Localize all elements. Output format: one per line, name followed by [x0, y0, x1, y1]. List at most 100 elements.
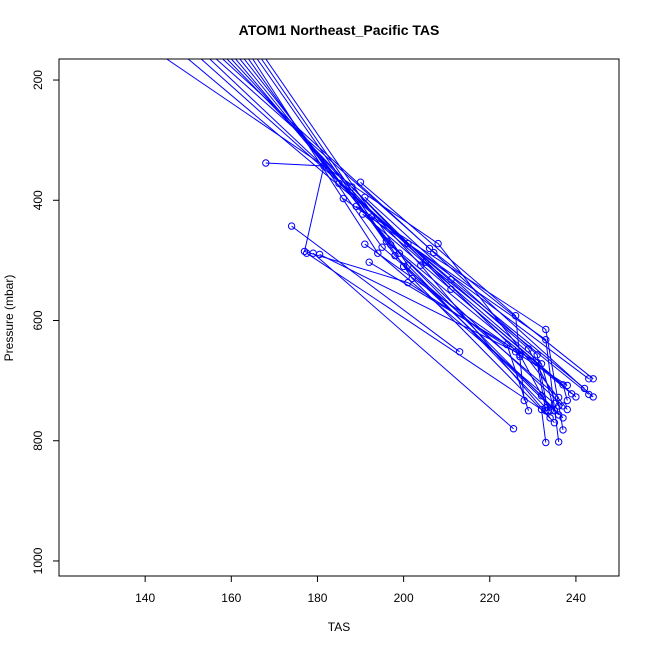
series-15	[261, 59, 559, 427]
data-point	[567, 390, 576, 398]
data-point	[374, 249, 382, 257]
data-point	[434, 239, 442, 248]
series-line	[200, 59, 590, 380]
data-point	[563, 405, 571, 414]
data-point	[430, 248, 438, 257]
data-point	[287, 222, 296, 230]
data-point	[524, 407, 533, 415]
data-point	[359, 210, 367, 218]
data-point	[382, 237, 391, 245]
series-27	[335, 179, 563, 410]
data-point	[339, 194, 347, 203]
series-line	[360, 181, 525, 401]
data-point	[320, 162, 328, 170]
data-point	[589, 375, 597, 383]
data-point	[555, 393, 563, 402]
series-30	[399, 262, 559, 415]
data-point	[425, 244, 434, 253]
data-point	[335, 179, 343, 188]
data-point	[300, 247, 309, 256]
series-31	[315, 250, 524, 361]
x-tick-label: 140	[135, 591, 155, 605]
data-point	[399, 262, 408, 271]
y-axis-label: Pressure (mbar)	[2, 275, 16, 362]
series-line	[338, 183, 560, 407]
series-line	[291, 225, 460, 353]
data-point	[511, 312, 520, 320]
series-line	[261, 59, 555, 424]
y-tick-label: 1000	[31, 547, 45, 574]
series-29	[359, 210, 571, 405]
x-tick-label: 160	[221, 591, 241, 605]
series-line	[215, 59, 594, 380]
data-point	[367, 213, 375, 221]
series-16	[265, 59, 550, 412]
data-point	[563, 396, 571, 405]
data-point	[524, 345, 533, 353]
series-line	[222, 59, 594, 398]
series-line	[187, 59, 585, 389]
series-19	[303, 249, 550, 447]
y-tick-label: 600	[31, 310, 45, 330]
data-point	[511, 348, 520, 356]
data-point	[404, 261, 412, 269]
data-point	[546, 414, 554, 422]
series-4	[209, 59, 593, 399]
data-point	[550, 407, 559, 415]
data-point	[559, 402, 567, 410]
data-point	[542, 438, 550, 447]
x-axis-label: TAS	[328, 620, 350, 634]
series-32	[309, 249, 518, 433]
x-axis: 140 160 180 200 220 240	[135, 576, 586, 605]
x-tick-label: 240	[566, 591, 586, 605]
data-point	[378, 243, 386, 251]
series-line	[256, 59, 560, 416]
series-layer	[166, 59, 597, 447]
series-line	[362, 213, 568, 401]
data-point	[546, 407, 554, 415]
data-point	[365, 258, 373, 266]
series-6	[222, 59, 597, 401]
data-point	[348, 183, 356, 191]
data-point	[395, 249, 403, 257]
series-line	[226, 59, 577, 398]
series-5	[215, 59, 597, 383]
x-tick-label: 180	[307, 591, 327, 605]
data-point	[563, 381, 571, 390]
y-axis: 200 400 600 800 1000	[31, 70, 59, 574]
data-point	[559, 381, 567, 389]
series-line	[209, 59, 590, 395]
series-line	[403, 266, 555, 412]
data-point	[356, 178, 365, 186]
data-point	[533, 351, 541, 359]
data-point	[509, 425, 518, 433]
data-point	[550, 419, 559, 427]
data-point	[542, 336, 550, 344]
data-point	[589, 393, 597, 401]
x-tick-label: 220	[480, 591, 500, 605]
data-point	[309, 249, 317, 257]
y-tick-label: 800	[31, 430, 45, 450]
plot-frame	[58, 58, 620, 577]
series-line	[166, 59, 568, 410]
data-point	[516, 352, 524, 361]
data-point	[555, 402, 563, 410]
series-line	[370, 216, 555, 411]
y-tick-label: 400	[31, 190, 45, 210]
chart-title: ATOM1 Northeast_Pacific TAS	[239, 22, 440, 38]
series-9	[235, 59, 567, 422]
series-22	[356, 178, 528, 405]
series-line	[351, 186, 551, 411]
y-tick-label: 200	[31, 70, 45, 90]
data-point	[555, 438, 563, 446]
data-point	[542, 407, 550, 415]
series-7	[226, 59, 580, 401]
series-13	[252, 59, 559, 408]
data-point	[417, 261, 425, 269]
data-point	[262, 159, 270, 167]
data-point	[408, 274, 416, 283]
data-point	[542, 325, 550, 334]
data-point	[361, 240, 369, 248]
series-line	[306, 252, 547, 443]
